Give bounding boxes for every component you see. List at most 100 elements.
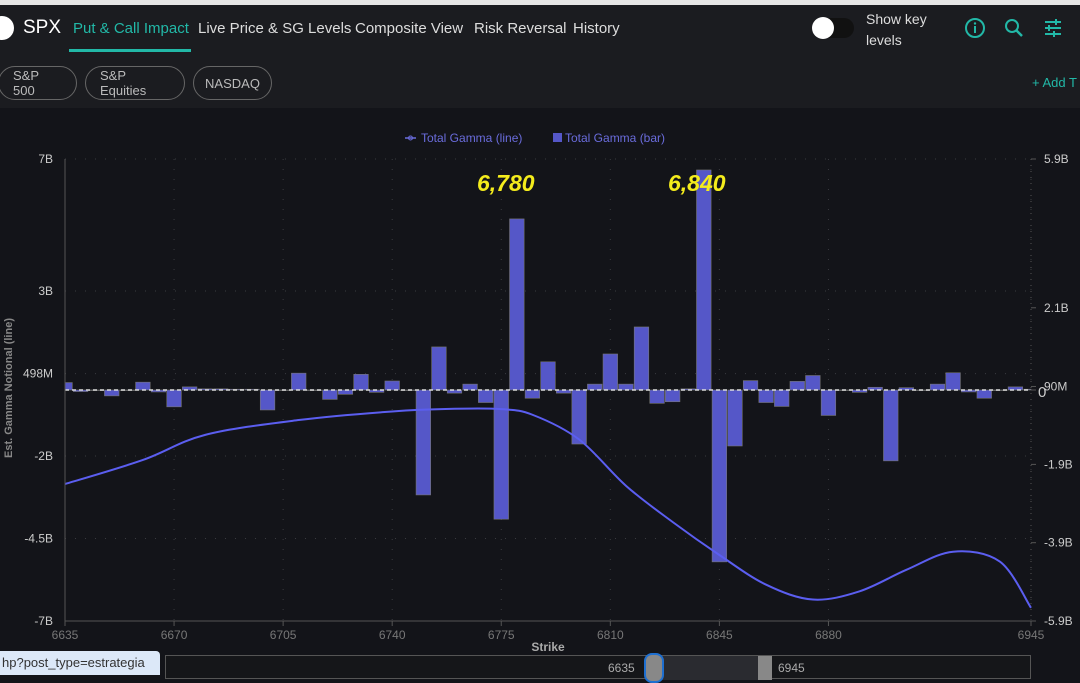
y-right-tick-label: -1.9B [1044, 457, 1073, 471]
bar-6840 [696, 169, 712, 391]
bar-6780 [509, 218, 525, 391]
bar-6660 [135, 381, 151, 391]
search-icon[interactable] [1003, 17, 1025, 39]
y-right-tick-label: 0 [1038, 384, 1046, 401]
bar-6915 [929, 383, 946, 391]
legend-line-label[interactable]: Total Gamma (line) [421, 131, 522, 145]
bar-6870 [789, 381, 805, 391]
y-axis-title: Est. Gamma Notional (line) [3, 318, 15, 458]
annotation-6780: 6,780 [477, 170, 535, 196]
bar-6700 [259, 389, 276, 411]
show-key-levels-label: Show key levels [866, 11, 927, 48]
bar-6750 [415, 389, 431, 496]
legend-line-marker [408, 135, 413, 141]
x-tick-label: 6810 [597, 628, 624, 642]
bar-6740 [384, 380, 400, 391]
x-tick-label: 6945 [1018, 628, 1045, 642]
logo [0, 16, 14, 40]
tab-live-price[interactable]: Live Price & SG Levels [198, 20, 352, 37]
bar-6900 [883, 389, 899, 462]
bar-6805 [587, 383, 603, 391]
bar-6730 [353, 374, 369, 391]
bar-6895 [867, 386, 883, 391]
y-right-tick-label: -3.9B [1044, 536, 1073, 550]
x-tick-label: 6635 [52, 628, 79, 642]
range-selection[interactable] [654, 656, 768, 680]
bar-6930 [976, 389, 992, 399]
bar-6760 [446, 389, 463, 394]
y-left-tick-label: -2B [34, 449, 53, 463]
bar-6830 [665, 389, 681, 403]
range-handle-right[interactable] [758, 656, 772, 680]
legend-bar-label[interactable]: Total Gamma (bar) [565, 131, 665, 145]
bar-6825 [649, 389, 665, 404]
bar-6920 [945, 372, 961, 391]
ticker-symbol: SPX [23, 17, 62, 38]
bar-6880 [820, 389, 837, 416]
show-key-levels-toggle[interactable] [812, 17, 854, 39]
range-min-label: 6635 [608, 661, 635, 675]
y-right-tick-label: -5.9B [1044, 614, 1073, 628]
legend[interactable]: Total Gamma (line) Total Gamma (bar) [405, 131, 665, 145]
bar-6655 [119, 389, 135, 391]
bar-6810 [602, 353, 618, 391]
info-icon[interactable] [964, 17, 986, 39]
y-left-tick-label: 7B [38, 152, 53, 166]
bar-6710 [291, 372, 307, 391]
bar-6815 [618, 383, 634, 391]
pill-sp-equities[interactable]: S&P Equities [85, 66, 185, 100]
y-left-tick-label: -4.5B [24, 532, 53, 546]
tab-composite-view[interactable]: Composite View [355, 20, 464, 37]
tab-put-call-impact[interactable]: Put & Call Impact [73, 20, 189, 37]
bar-6635 [64, 382, 73, 391]
bar-series [64, 169, 1032, 563]
tab-history[interactable]: History [573, 20, 620, 37]
pill-sp500[interactable]: S&P 500 [0, 66, 77, 100]
sliders-icon[interactable] [1042, 17, 1064, 39]
line-series-total-gamma [64, 407, 1032, 609]
bar-6850 [727, 389, 743, 447]
bar-6855 [742, 380, 759, 391]
annotation-6840: 6,840 [668, 170, 726, 196]
bar-6755 [431, 346, 447, 391]
bar-6720 [322, 389, 338, 400]
bar-6845 [711, 389, 727, 563]
pill-nasdaq[interactable]: NASDAQ [193, 66, 272, 100]
x-tick-label: 6880 [815, 628, 842, 642]
bar-6875 [805, 375, 821, 391]
y-left-tick-label: 3B [38, 284, 53, 298]
x-tick-label: 6775 [488, 628, 515, 642]
y-right-tick-label: 2.1B [1044, 301, 1069, 315]
active-tab-indicator [69, 49, 191, 52]
gamma-chart: 6635 6670 6705 6740 6775 6810 6845 6880 6945 7B 3B… [3, 131, 1073, 653]
bar-6820 [633, 326, 650, 391]
x-tick-label: 6670 [161, 628, 188, 642]
bar-6670 [166, 389, 182, 408]
y-left-tick-label: -7B [34, 614, 53, 628]
toggle-knob [812, 17, 834, 39]
bar-6770 [478, 389, 494, 403]
top-bar: SPX Put & Call Impact Live Price & SG Le… [0, 0, 1080, 108]
range-max-label: 6945 [778, 661, 805, 675]
range-handle-left[interactable] [644, 653, 664, 683]
x-tick-label: 6705 [270, 628, 297, 642]
add-tab-button[interactable]: + Add T [1032, 75, 1077, 90]
x-tick-label: 6740 [379, 628, 406, 642]
bar-6865 [774, 389, 790, 407]
bar-6785 [524, 389, 541, 399]
y-right-tick-label: 5.9B [1044, 152, 1069, 166]
tab-risk-reversal[interactable]: Risk Reversal [474, 20, 567, 37]
bar-6940 [1007, 386, 1024, 391]
bar-6695 [244, 388, 260, 391]
bar-6860 [758, 389, 774, 403]
axes: 6635 6670 6705 6740 6775 6810 6845 6880 6945 7B 3B… [23, 152, 1073, 642]
bar-6675 [182, 386, 198, 391]
bar-6650 [104, 389, 120, 397]
legend-bar-swatch [553, 133, 562, 142]
bar-6765 [462, 383, 478, 391]
x-axis-title: Strike [531, 640, 565, 653]
range-slider[interactable]: 6635 6945 [165, 653, 1031, 683]
x-tick-label: 6845 [706, 628, 733, 642]
link-tooltip: hp?post_type=estrategia [0, 651, 160, 675]
y-right-tick-label: 90M [1044, 379, 1067, 393]
